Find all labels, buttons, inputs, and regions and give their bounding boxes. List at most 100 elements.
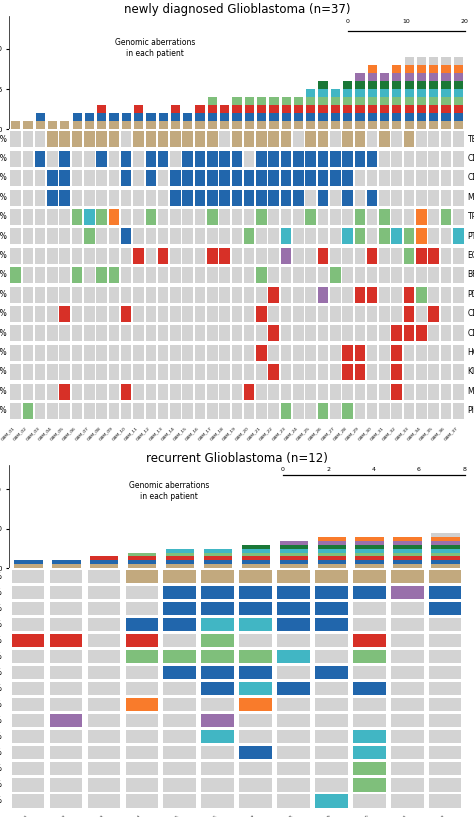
- Bar: [355, 403, 365, 419]
- Bar: [353, 602, 386, 615]
- Bar: [121, 364, 131, 380]
- Bar: [96, 209, 107, 225]
- Bar: [219, 267, 230, 283]
- Bar: [182, 170, 193, 186]
- Bar: [244, 209, 255, 225]
- Bar: [239, 699, 272, 712]
- Bar: [201, 650, 234, 663]
- Bar: [109, 364, 119, 380]
- Bar: [23, 132, 33, 147]
- Bar: [201, 779, 234, 792]
- Bar: [244, 325, 255, 342]
- Bar: [195, 170, 205, 186]
- Bar: [72, 151, 82, 167]
- Bar: [244, 403, 255, 419]
- Bar: [293, 325, 304, 342]
- Bar: [72, 287, 82, 302]
- Bar: [282, 114, 291, 122]
- Bar: [239, 586, 272, 599]
- Bar: [96, 209, 107, 225]
- Bar: [232, 209, 242, 225]
- Bar: [126, 618, 158, 632]
- Bar: [126, 634, 158, 647]
- Bar: [60, 122, 69, 130]
- Bar: [50, 570, 82, 583]
- Bar: [315, 714, 348, 727]
- Bar: [405, 73, 414, 81]
- Bar: [201, 586, 234, 599]
- Bar: [72, 132, 82, 147]
- Bar: [342, 345, 353, 361]
- Bar: [379, 345, 390, 361]
- Bar: [52, 565, 81, 569]
- Bar: [195, 114, 205, 122]
- Bar: [10, 209, 21, 225]
- Bar: [392, 209, 402, 225]
- Bar: [10, 287, 21, 302]
- Title: newly diagnosed Glioblastoma (n=37): newly diagnosed Glioblastoma (n=37): [124, 3, 350, 16]
- Bar: [342, 267, 353, 283]
- Bar: [59, 287, 70, 302]
- Bar: [305, 325, 316, 342]
- Bar: [47, 170, 58, 186]
- Bar: [277, 650, 310, 663]
- Bar: [379, 209, 390, 225]
- Bar: [268, 287, 279, 302]
- Bar: [133, 170, 144, 186]
- Bar: [207, 267, 218, 283]
- Bar: [12, 650, 45, 663]
- Bar: [201, 714, 234, 727]
- Bar: [330, 248, 340, 264]
- Bar: [281, 403, 292, 419]
- Bar: [164, 666, 196, 679]
- Bar: [133, 209, 144, 225]
- Bar: [392, 229, 402, 244]
- Bar: [318, 190, 328, 206]
- Bar: [164, 570, 196, 583]
- Bar: [277, 779, 310, 792]
- Bar: [232, 306, 242, 322]
- Bar: [315, 634, 348, 647]
- Bar: [305, 209, 316, 225]
- Bar: [96, 190, 107, 206]
- Bar: [429, 114, 438, 122]
- Bar: [232, 190, 242, 206]
- Bar: [277, 730, 310, 743]
- Bar: [242, 556, 270, 560]
- Bar: [293, 229, 304, 244]
- Bar: [454, 65, 463, 73]
- Bar: [232, 97, 242, 105]
- Bar: [441, 105, 451, 114]
- Bar: [318, 132, 328, 147]
- Bar: [280, 545, 308, 548]
- Bar: [14, 565, 43, 569]
- Bar: [133, 306, 144, 322]
- Bar: [355, 306, 365, 322]
- Bar: [96, 248, 107, 264]
- Bar: [204, 548, 232, 552]
- Bar: [404, 345, 414, 361]
- Bar: [159, 114, 168, 122]
- Text: 42%: 42%: [0, 636, 2, 645]
- Bar: [219, 170, 230, 186]
- Bar: [318, 151, 328, 167]
- Bar: [367, 151, 377, 167]
- Bar: [146, 325, 156, 342]
- Bar: [353, 618, 386, 632]
- Bar: [146, 229, 156, 244]
- Bar: [128, 552, 156, 556]
- Bar: [35, 306, 46, 322]
- Bar: [343, 97, 352, 105]
- Bar: [429, 586, 462, 599]
- Bar: [277, 794, 310, 807]
- Bar: [342, 170, 353, 186]
- Bar: [208, 114, 217, 122]
- Bar: [109, 170, 119, 186]
- Bar: [84, 209, 95, 225]
- Bar: [170, 229, 181, 244]
- Bar: [368, 65, 377, 73]
- Bar: [355, 132, 365, 147]
- Bar: [170, 248, 181, 264]
- Bar: [356, 73, 365, 81]
- Bar: [315, 586, 348, 599]
